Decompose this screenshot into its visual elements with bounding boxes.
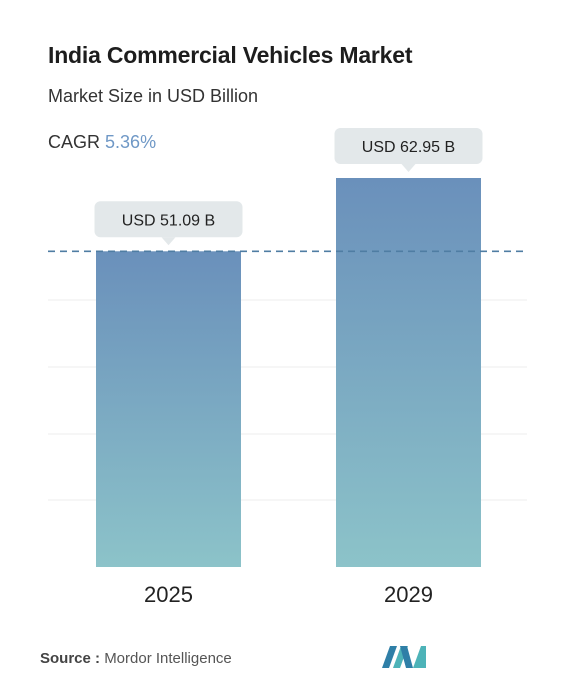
cagr-indicator: CAGR 5.36%	[48, 132, 156, 153]
chart-title: India Commercial Vehicles Market	[48, 42, 413, 68]
data-label: USD 62.95 B	[362, 139, 455, 156]
bar-2025	[96, 251, 241, 568]
x-tick-label: 2025	[144, 582, 193, 607]
data-label: USD 51.09 B	[122, 212, 215, 229]
callout-box	[94, 201, 243, 238]
source-note: Source : Mordor Intelligence	[40, 650, 232, 667]
source-name: Mordor Intelligence	[104, 650, 232, 667]
cagr-label: CAGR	[48, 132, 101, 152]
x-tick-label: 2029	[384, 582, 433, 607]
mordor-logo-icon	[382, 646, 426, 668]
callout-box	[334, 128, 483, 164]
cagr-value: 5.36%	[105, 132, 157, 152]
source-label: Source :	[40, 650, 101, 667]
bar-2029	[336, 178, 481, 567]
callout-pointer	[161, 237, 176, 246]
callout-pointer	[401, 164, 416, 172]
chart-subtitle: Market Size in USD Billion	[48, 86, 259, 106]
